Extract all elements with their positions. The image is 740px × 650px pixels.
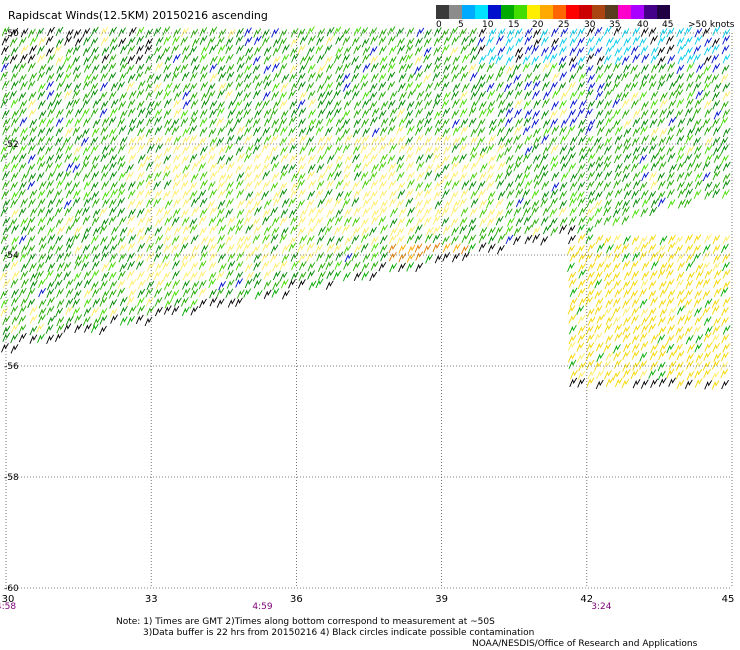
wind-barb-group — [398, 242, 461, 263]
lat-tick-label: -52 — [4, 140, 19, 150]
lon-tick-label: 33 — [145, 594, 158, 605]
wind-barb-group — [388, 242, 469, 263]
time-label: 4:59 — [252, 602, 272, 612]
legend-label: >50 knots — [688, 20, 735, 30]
wind-barb-group — [567, 233, 731, 390]
lat-tick-label: -54 — [4, 251, 19, 261]
wind-barb-group — [0, 26, 731, 381]
legend-swatch — [540, 5, 553, 19]
lon-tick-label: 30 — [2, 594, 15, 605]
wind-barb-group — [478, 26, 731, 66]
wind-barb-group — [1, 26, 729, 390]
legend-label: 0 — [436, 20, 442, 30]
legend-swatch — [644, 5, 657, 19]
legend-swatch — [449, 5, 462, 19]
wind-speed-legend: 0 5 10 15 20 25 30 35 40 45 >50 knots — [436, 5, 735, 31]
legend-color-bar — [436, 5, 726, 19]
lat-tick-label: -50 — [4, 29, 19, 39]
legend-label: 35 — [609, 20, 621, 30]
legend-label: 25 — [558, 20, 570, 30]
wind-barb-group — [0, 26, 731, 344]
legend-swatch — [462, 5, 475, 19]
legend-swatch — [579, 5, 592, 19]
wind-barb-group — [37, 224, 731, 381]
lat-tick-label: -60 — [4, 584, 19, 594]
lat-tick-label: -58 — [4, 473, 19, 483]
legend-label: 30 — [584, 20, 596, 30]
legend-swatch — [488, 5, 501, 19]
wind-barb-group — [1, 26, 730, 298]
map-grid — [5, 32, 733, 589]
lon-tick-label: 36 — [290, 594, 303, 605]
lat-tick-label: -56 — [4, 362, 19, 372]
legend-swatch — [592, 5, 605, 19]
note-line-1: Note: 1) Times are GMT 2)Times along bot… — [116, 617, 495, 627]
wind-barb-group — [0, 26, 730, 318]
legend-labels: 0 5 10 15 20 25 30 35 40 45 >50 knots — [436, 19, 735, 31]
credit-line: NOAA/NESDIS/Office of Research and Appli… — [472, 639, 698, 649]
note-line-2: 3)Data buffer is 22 hrs from 20150216 4)… — [143, 628, 535, 638]
map-tick-labels: 30 33 36 39 42 45 -50 -52 -54 -56 -58 -60 4:58 4:59 3:… — [0, 29, 734, 612]
legend-swatch — [618, 5, 631, 19]
wind-barb-group — [0, 26, 731, 334]
legend-swatch — [501, 5, 514, 19]
legend-swatch — [657, 5, 670, 19]
legend-label: 10 — [482, 20, 494, 30]
time-label: 4:58 — [0, 602, 16, 612]
legend-swatch — [514, 5, 527, 19]
legend-swatch — [475, 5, 488, 19]
legend-label: 45 — [662, 20, 674, 30]
legend-swatch — [566, 5, 579, 19]
legend-swatch — [553, 5, 566, 19]
legend-label: 5 — [458, 20, 464, 30]
legend-swatch — [605, 5, 618, 19]
wind-barbs-layer — [0, 26, 731, 390]
lon-tick-label: 39 — [435, 594, 448, 605]
lon-tick-label: 45 — [722, 594, 735, 605]
legend-swatch — [436, 5, 449, 19]
legend-swatch — [527, 5, 540, 19]
map-title: Rapidscat Winds(12.5KM) 20150216 ascendi… — [8, 9, 268, 22]
legend-swatch — [631, 5, 644, 19]
lon-tick-label: 42 — [580, 594, 593, 605]
time-label: 3:24 — [591, 602, 611, 612]
legend-label: 40 — [637, 20, 649, 30]
legend-label: 20 — [532, 20, 544, 30]
wind-barb-group — [127, 135, 505, 291]
legend-label: 15 — [508, 20, 520, 30]
